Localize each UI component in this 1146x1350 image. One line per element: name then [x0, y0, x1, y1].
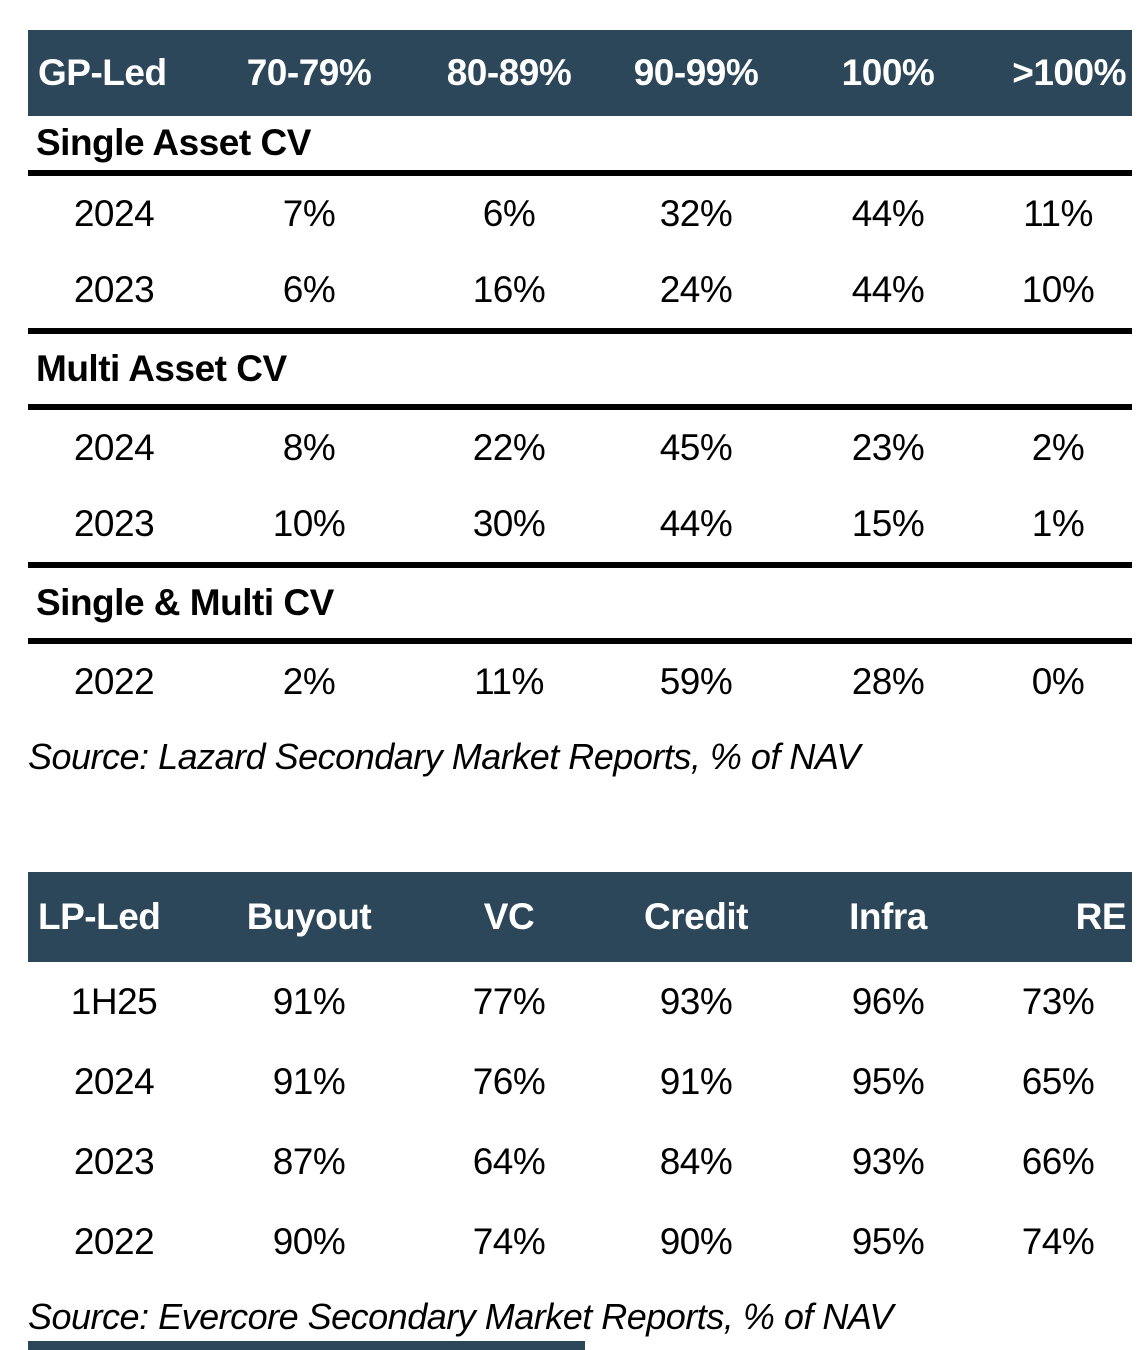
section-title-single-asset-cv: Single Asset CV — [36, 122, 311, 163]
section-title-multi-asset-cv: Multi Asset CV — [36, 348, 287, 389]
gp-cell: 11% — [1023, 193, 1093, 234]
gp-cell: 7% — [282, 193, 336, 234]
lp-header-col-vc: VC — [418, 872, 600, 962]
lp-cell: 74% — [1021, 1221, 1095, 1262]
gp-cell: 8% — [282, 427, 336, 468]
lp-cell: 65% — [1021, 1061, 1095, 1102]
lp-cell: 66% — [1021, 1141, 1095, 1182]
lp-cell: 87% — [272, 1141, 346, 1182]
gp-row-year: 2024 — [73, 427, 155, 468]
lp-row-year: 2022 — [73, 1221, 155, 1262]
section-rule — [28, 170, 1132, 176]
gp-cell: 44% — [659, 503, 733, 544]
lp-cell: 95% — [851, 1061, 925, 1102]
lp-row-year: 1H25 — [70, 981, 158, 1022]
gp-cell: 10% — [1021, 269, 1095, 310]
gp-row-year: 2023 — [73, 269, 155, 310]
gp-cell: 23% — [851, 427, 925, 468]
lp-cell: 91% — [272, 981, 346, 1022]
cutoff-header-bar — [28, 1341, 585, 1350]
lp-cell: 96% — [851, 981, 925, 1022]
gp-cell: 45% — [659, 427, 733, 468]
section-rule — [28, 638, 1132, 644]
gp-cell: 30% — [472, 503, 546, 544]
lp-cell: 74% — [472, 1221, 546, 1262]
gp-cell: 2% — [1031, 427, 1085, 468]
gp-header-title: GP-Led — [28, 30, 200, 116]
gp-cell: 10% — [272, 503, 346, 544]
gp-source-note: Source: Lazard Secondary Market Reports,… — [28, 736, 860, 777]
gp-row-year: 2022 — [73, 661, 155, 702]
gp-header-col-70-79: 70-79% — [200, 30, 418, 116]
gp-header-col-80-89: 80-89% — [418, 30, 600, 116]
lp-cell: 91% — [272, 1061, 346, 1102]
gp-cell: 1% — [1031, 503, 1085, 544]
gp-cell: 22% — [472, 427, 546, 468]
gp-cell: 11% — [474, 661, 544, 702]
lp-source-note: Source: Evercore Secondary Market Report… — [28, 1296, 893, 1337]
lp-cell: 91% — [659, 1061, 733, 1102]
lp-cell: 90% — [272, 1221, 346, 1262]
gp-cell: 24% — [659, 269, 733, 310]
section-title-single-and-multi-cv: Single & Multi CV — [36, 582, 334, 623]
gp-cell: 15% — [851, 503, 925, 544]
lp-row-year: 2023 — [73, 1141, 155, 1182]
lp-header-col-credit: Credit — [600, 872, 792, 962]
gp-row-year: 2024 — [73, 193, 155, 234]
lp-cell: 90% — [659, 1221, 733, 1262]
gp-cell: 6% — [482, 193, 536, 234]
gp-cell: 16% — [472, 269, 546, 310]
gp-header-col-90-99: 90-99% — [600, 30, 792, 116]
lp-cell: 93% — [659, 981, 733, 1022]
gp-cell: 44% — [851, 269, 925, 310]
lp-header-col-buyout: Buyout — [200, 872, 418, 962]
lp-cell: 73% — [1021, 981, 1095, 1022]
section-rule — [28, 562, 1132, 568]
lp-cell: 84% — [659, 1141, 733, 1182]
lp-cell: 93% — [851, 1141, 925, 1182]
gp-cell: 2% — [282, 661, 336, 702]
lp-header-col-re: RE — [984, 872, 1132, 962]
gp-cell: 59% — [659, 661, 733, 702]
gp-cell: 0% — [1031, 661, 1085, 702]
lp-row-year: 2024 — [73, 1061, 155, 1102]
lp-cell: 76% — [472, 1061, 546, 1102]
gp-cell: 44% — [851, 193, 925, 234]
gp-row-year: 2023 — [73, 503, 155, 544]
lp-cell: 77% — [472, 981, 546, 1022]
lp-cell: 95% — [851, 1221, 925, 1262]
gp-led-table: GP-Led 70-79% 80-89% 90-99% 100% >100% S… — [28, 30, 1132, 720]
lp-header-title: LP-Led — [28, 872, 200, 962]
section-rule — [28, 404, 1132, 410]
gp-cell: 32% — [659, 193, 733, 234]
lp-cell: 64% — [472, 1141, 546, 1182]
gp-cell: 28% — [851, 661, 925, 702]
gp-cell: 6% — [282, 269, 336, 310]
section-rule — [28, 328, 1132, 334]
gp-header-col-100: 100% — [792, 30, 984, 116]
gp-header-col-gt100: >100% — [984, 30, 1132, 116]
lp-led-table: LP-Led Buyout VC Credit Infra RE 1H25 91… — [28, 872, 1132, 1282]
lp-header-col-infra: Infra — [792, 872, 984, 962]
